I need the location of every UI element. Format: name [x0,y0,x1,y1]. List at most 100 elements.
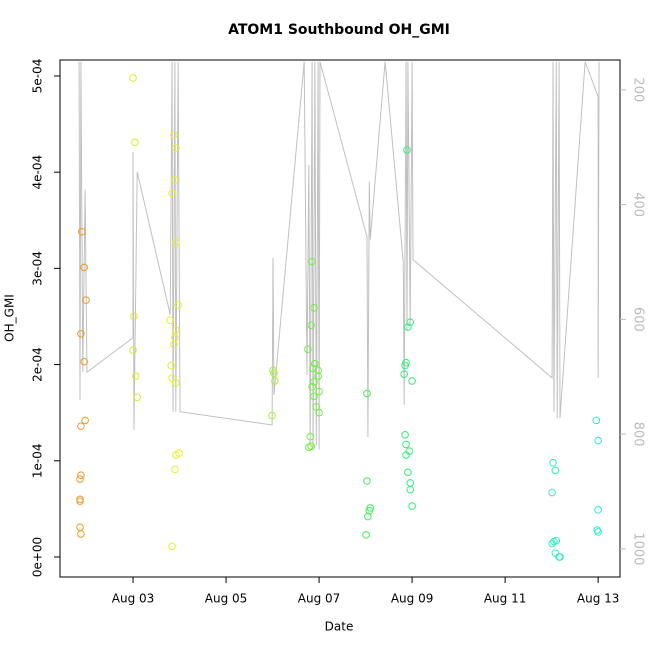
data-point [82,296,90,304]
data-point [408,502,416,510]
y-axis-label: OH_GMI [3,294,17,342]
data-point [406,485,415,494]
x-axis-label: Date [325,620,354,634]
y-tick-label: 3e-04 [31,251,45,286]
y2-tick-label: 200 [631,77,646,102]
data-point [404,468,412,477]
x-tick-label: Aug 09 [391,592,434,606]
x-tick-label: Aug 03 [112,592,155,606]
data-point [168,374,176,382]
data-point [129,346,137,354]
data-point [308,257,316,266]
data-point [408,377,416,385]
data-point [402,451,410,459]
y2-tick-label: 800 [631,422,646,447]
data-point [307,321,315,329]
data-point [551,466,560,475]
data-point [76,475,84,483]
data-point [170,130,178,139]
data-point [401,431,409,439]
data-point [172,144,180,152]
data-point [315,387,323,396]
data-point [168,542,176,551]
data-point [78,228,86,236]
data-point [311,359,319,368]
data-point [80,357,88,366]
x-tick-label: Aug 05 [205,592,248,606]
data-point [268,411,276,420]
data-point [80,263,88,272]
data-point [403,146,411,154]
data-point [548,539,556,548]
data-point [364,512,372,521]
point-layer [76,74,602,561]
y-tick-label: 5e-04 [31,59,45,94]
y2-tick-label: 1000 [631,532,646,565]
y-tick-label: 4e-04 [31,155,45,190]
data-point [77,422,85,430]
data-point [132,372,140,380]
data-point [131,138,139,147]
data-point [306,432,315,441]
data-point [310,392,318,401]
data-point [309,364,317,373]
data-point [271,377,279,385]
data-point [77,471,85,480]
y-tick-label: 0e+00 [31,537,45,577]
pressure-line [78,61,600,450]
data-point [402,440,410,449]
data-point [401,361,409,370]
data-point [77,329,85,338]
data-point [404,323,412,331]
data-point [362,531,370,539]
data-point [556,553,564,561]
data-point [549,458,557,467]
data-point [76,495,84,504]
data-point [550,537,558,546]
data-point [305,443,313,452]
data-point [270,369,278,378]
data-point [170,340,178,349]
data-point [594,506,602,514]
data-point [363,477,371,485]
data-point [168,189,176,198]
data-point [171,176,179,184]
data-point [133,393,142,402]
data-point [77,530,85,538]
x-tick-label: Aug 11 [484,592,527,606]
chart-title: ATOM1 Southbound OH_GMI [228,22,450,38]
data-point [594,436,602,445]
data-point [81,416,89,425]
data-point [310,378,318,386]
data-point [365,507,374,515]
y-tick-label: 1e-04 [31,443,45,478]
data-point [594,528,602,536]
data-point [548,488,556,497]
y2-tick-label: 600 [631,307,646,332]
data-point [76,523,84,531]
x-tick-label: Aug 07 [298,592,341,606]
data-point [175,449,183,457]
data-point [130,312,138,321]
data-point [167,361,175,370]
data-point [363,389,371,398]
data-point [406,318,415,327]
plot-frame [59,59,621,578]
data-point [314,366,322,375]
y-tick-label: 2e-04 [31,347,45,382]
data-point [171,465,179,474]
data-point [314,372,322,380]
data-point [304,345,312,353]
data-point [172,326,180,334]
data-point [315,408,323,417]
data-point [400,370,408,379]
data-point [166,316,175,325]
data-point [174,301,182,309]
data-point [172,379,180,387]
data-point [592,416,601,425]
data-point [129,74,137,82]
data-point [76,497,84,505]
data-point [172,238,180,247]
data-point [406,479,415,487]
